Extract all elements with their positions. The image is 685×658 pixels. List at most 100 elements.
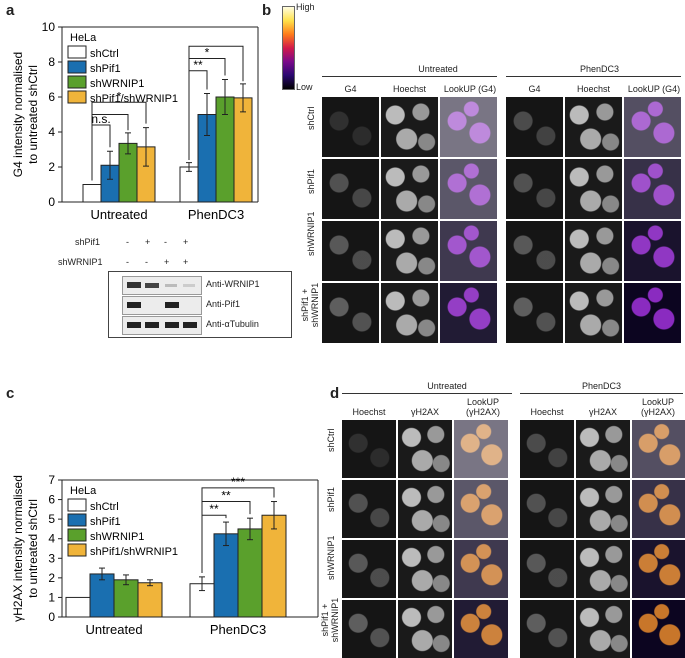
panel-letter-c: c — [6, 385, 15, 402]
significance-label: ** — [221, 489, 231, 503]
scale-low-label: Low — [296, 82, 313, 92]
micrograph-tile — [440, 283, 497, 343]
panel-letter-b: b — [262, 2, 272, 19]
chart-a: 0 2 4 6 8 10 G4 intensity normalisedto untreat… — [11, 20, 259, 222]
y-tick-label: 0 — [48, 610, 55, 624]
d-row-label: shPif1 + shWRNIP1 — [320, 597, 340, 643]
b-row-label: shPif1 — [306, 168, 316, 194]
micrograph-tile — [440, 159, 497, 219]
micrograph-tile — [506, 283, 563, 343]
blot-label-shpif1: shPif1 — [75, 237, 101, 247]
blot-mark: - — [145, 257, 148, 267]
b-col-header: Hoechst — [392, 84, 427, 94]
x-category-label: Untreated — [90, 207, 147, 222]
d-row-label: shPif1 — [326, 486, 336, 512]
y-tick-label: 3 — [48, 551, 55, 565]
micrograph-tile — [381, 283, 438, 343]
b-col-header: LookUP (G4) — [627, 84, 681, 94]
d-col-header: LookUP (γH2AX) — [640, 397, 675, 417]
legend-swatch — [67, 45, 87, 59]
significance-bracket — [91, 114, 129, 146]
bar-shWRNIP1 — [113, 579, 139, 618]
micrograph-tile — [576, 420, 630, 478]
blot-label-pif1: Anti-Pif1 — [206, 299, 241, 309]
micrograph-tile — [576, 480, 630, 538]
micrograph-tile — [440, 97, 497, 157]
micrograph-tile — [454, 540, 508, 598]
x-category-label: PhenDC3 — [210, 622, 266, 637]
micrograph-tile — [632, 600, 685, 658]
micrograph-tile — [506, 159, 563, 219]
bar-shCtrl — [82, 184, 102, 203]
micrograph-tile — [565, 221, 622, 281]
blot-mark: + — [164, 257, 170, 267]
micrograph-tile — [398, 420, 452, 478]
panel-letter-d: d — [330, 385, 340, 402]
micrograph-tile — [520, 480, 574, 538]
bar-shCtrl — [179, 166, 199, 203]
legend-label: shCtrl — [90, 501, 119, 513]
y-tick-label: 4 — [48, 532, 55, 546]
y-tick-label: 6 — [48, 493, 55, 507]
micrograph-tile — [520, 420, 574, 478]
micrograph-tile — [398, 540, 452, 598]
micrograph-tile — [322, 97, 379, 157]
legend-swatch — [67, 513, 87, 527]
micrograph-tile — [342, 480, 396, 538]
bar-shWRNIP1 — [237, 528, 263, 618]
micrograph-tile — [576, 540, 630, 598]
significance-label: * — [205, 46, 210, 60]
significance-bracket — [201, 487, 275, 573]
chart-c: 0 1 2 3 4 5 6 7 γH2AX intensity normalisedto unt… — [11, 473, 319, 637]
y-tick-label: 5 — [48, 512, 55, 526]
b-row-label: shCtrl — [306, 106, 316, 130]
legend-label: shWRNIP1 — [90, 531, 144, 543]
y-tick-label: 4 — [48, 125, 55, 139]
y-axis-label: γH2AX intensity normalisedto untreated s… — [11, 475, 40, 622]
blot-label-tubulin: Anti-αTubulin — [206, 319, 259, 329]
blot-band-pif1 — [122, 296, 202, 315]
micrograph-tile — [322, 221, 379, 281]
blot-band-wrnip1 — [122, 276, 202, 295]
y-tick-label: 2 — [48, 160, 55, 174]
micrograph-tile — [632, 540, 685, 598]
micrograph-tile — [322, 283, 379, 343]
micrograph-tile — [342, 540, 396, 598]
b-col-header: G4 — [344, 84, 357, 94]
micrograph-tile — [342, 420, 396, 478]
d-group-phendc3: PhenDC3 — [581, 381, 622, 391]
legend-label: shPif1 — [90, 63, 121, 75]
significance-label: ** — [193, 58, 203, 72]
b-group-line — [506, 76, 681, 77]
legend-swatch — [67, 90, 87, 104]
d-group-line — [342, 393, 512, 394]
legend-label: shCtrl — [90, 48, 119, 60]
scale-high-label: High — [296, 2, 315, 12]
bar-shCtrl — [65, 596, 91, 618]
blot-label-wrnip1: Anti-WRNIP1 — [206, 279, 260, 289]
micrograph-tile — [454, 600, 508, 658]
legend-swatch — [67, 75, 87, 89]
x-category-label: PhenDC3 — [188, 207, 244, 222]
legend-swatch — [67, 543, 87, 557]
b-group-phendc3: PhenDC3 — [579, 64, 620, 74]
x-category-label: Untreated — [85, 622, 142, 637]
y-tick-label: 8 — [48, 55, 55, 69]
d-col-header: Hoechst — [352, 407, 386, 417]
micrograph-tile — [381, 159, 438, 219]
blot-frame — [108, 271, 292, 338]
micrograph-tile — [576, 600, 630, 658]
y-axis-label: G4 intensity normalisedto untreated shCt… — [11, 52, 40, 177]
bar-shPif1/shWRNIP1 — [261, 514, 287, 618]
blot-mark: + — [183, 257, 189, 267]
micrograph-tile — [454, 420, 508, 478]
micrograph-tile — [506, 97, 563, 157]
micrograph-tile — [520, 540, 574, 598]
blot-mark: + — [183, 237, 189, 247]
b-group-untreated: Untreated — [418, 64, 458, 74]
micrograph-tile — [398, 480, 452, 538]
blot-mark: + — [145, 237, 151, 247]
b-col-header: G4 — [528, 84, 541, 94]
bar-shPif1 — [213, 533, 239, 618]
bar-shPif1/shWRNIP1 — [233, 97, 253, 203]
